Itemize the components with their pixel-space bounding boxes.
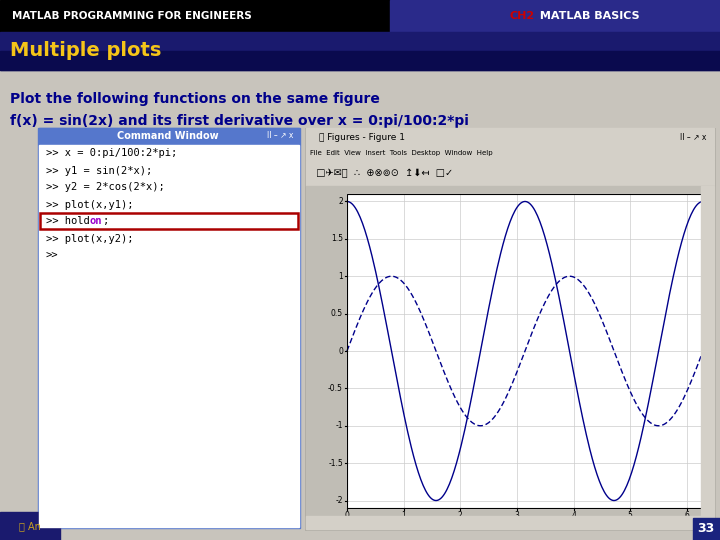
Bar — [39, 145, 299, 527]
Bar — [38, 128, 300, 528]
Bar — [40, 213, 298, 229]
Bar — [693, 518, 720, 540]
Text: >> plot(x,y1);: >> plot(x,y1); — [46, 199, 133, 210]
Text: 📈 Figures - Figure 1: 📈 Figures - Figure 1 — [319, 132, 405, 141]
Text: MATLAB BASICS: MATLAB BASICS — [536, 11, 639, 21]
Text: -1: -1 — [336, 421, 343, 430]
Bar — [701, 186, 714, 529]
Text: Multiple plots: Multiple plots — [10, 42, 161, 60]
Bar — [306, 186, 714, 529]
Text: 33: 33 — [698, 523, 715, 536]
Bar — [390, 0, 720, 32]
Text: -0.5: -0.5 — [328, 384, 343, 393]
Text: >> x = 0:pi/100:2*pi;: >> x = 0:pi/100:2*pi; — [46, 148, 177, 159]
Text: >> y1 = sin(2*x);: >> y1 = sin(2*x); — [46, 165, 152, 176]
Bar — [306, 160, 714, 186]
Text: Command Window: Command Window — [117, 131, 219, 141]
Bar — [306, 128, 714, 146]
Text: f(x) = sin(2x) and its first derivative over x = 0:pi/100:2*pi: f(x) = sin(2x) and its first derivative … — [10, 114, 469, 128]
Text: 0.5: 0.5 — [331, 309, 343, 318]
Bar — [0, 512, 60, 540]
Text: >> y2 = 2*cos(2*x);: >> y2 = 2*cos(2*x); — [46, 183, 165, 192]
Text: 0: 0 — [345, 511, 349, 520]
Text: 2: 2 — [338, 197, 343, 206]
Bar — [306, 516, 701, 529]
Text: 1: 1 — [401, 511, 406, 520]
Text: 5: 5 — [628, 511, 633, 520]
Bar — [0, 32, 720, 70]
Text: 3: 3 — [515, 511, 519, 520]
Text: -2: -2 — [336, 496, 343, 505]
Text: II – ↗ x: II – ↗ x — [267, 132, 293, 140]
Bar — [347, 194, 703, 508]
Text: 0: 0 — [338, 347, 343, 355]
Text: 4: 4 — [571, 511, 576, 520]
Text: II – ↗ x: II – ↗ x — [680, 132, 706, 141]
Text: ;: ; — [103, 216, 109, 226]
Text: >> plot(x,y2);: >> plot(x,y2); — [46, 233, 133, 244]
Bar — [347, 194, 703, 508]
Text: 2: 2 — [458, 511, 463, 520]
Text: Plot the following functions on the same figure: Plot the following functions on the same… — [10, 92, 380, 106]
Bar — [0, 51, 720, 70]
Bar — [39, 128, 299, 144]
Text: File  Edit  View  Insert  Tools  Desktop  Window  Help: File Edit View Insert Tools Desktop Wind… — [310, 150, 492, 156]
Text: 🦅 An: 🦅 An — [19, 521, 41, 531]
Text: CH2: CH2 — [510, 11, 535, 21]
Text: MATLAB PROGRAMMING FOR ENGINEERS: MATLAB PROGRAMMING FOR ENGINEERS — [12, 11, 252, 21]
Text: -1.5: -1.5 — [328, 458, 343, 468]
Text: >>: >> — [46, 251, 58, 260]
Bar — [305, 128, 715, 530]
Text: 6: 6 — [685, 511, 689, 520]
Bar — [306, 146, 714, 160]
Bar — [0, 0, 390, 32]
Text: on: on — [90, 216, 102, 226]
Text: 1: 1 — [338, 272, 343, 281]
Text: >> hold: >> hold — [46, 216, 96, 226]
Text: □✈✉⌖  ∴  ⊕⊗⊚⊙  ↥⬇↤  □✓: □✈✉⌖ ∴ ⊕⊗⊚⊙ ↥⬇↤ □✓ — [310, 168, 453, 178]
Text: 1.5: 1.5 — [331, 234, 343, 244]
